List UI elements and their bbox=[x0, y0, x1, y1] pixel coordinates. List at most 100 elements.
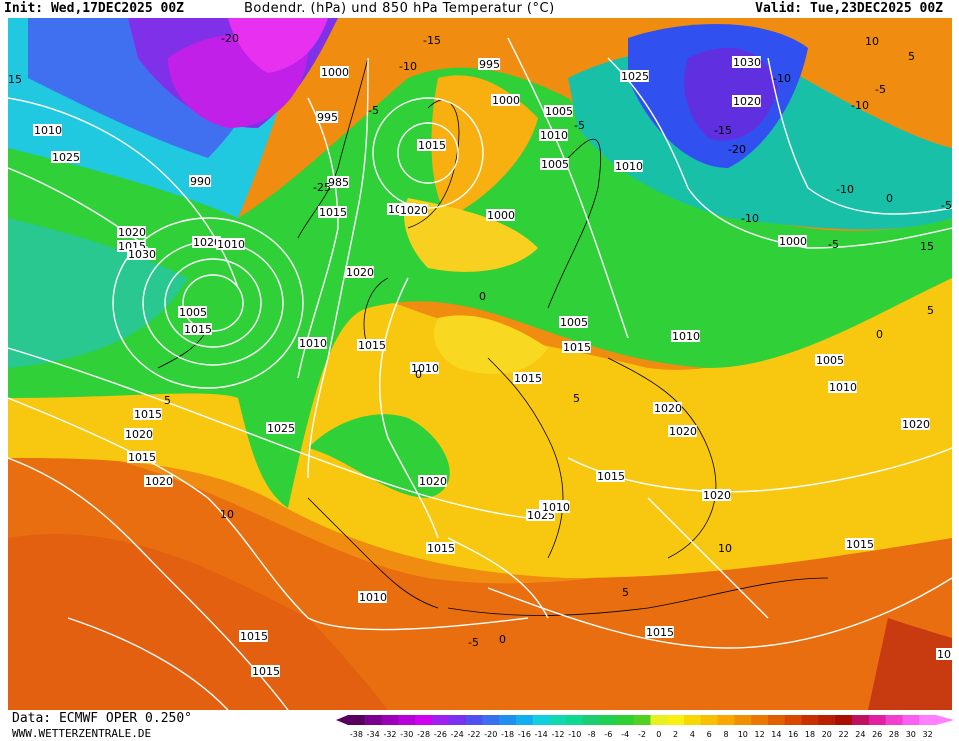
legend-tick-label: -32 bbox=[383, 730, 396, 739]
data-source: Data: ECMWF OPER 0.250° bbox=[12, 711, 193, 726]
isobar-label: 1020 bbox=[192, 236, 221, 249]
isobar-label: 1010 bbox=[539, 129, 568, 142]
temperature-label: 5 bbox=[573, 392, 580, 405]
isobar-label: 1020 bbox=[668, 425, 697, 438]
isobar-label: 1010 bbox=[541, 501, 570, 514]
svg-text:1005: 1005 bbox=[545, 105, 573, 118]
svg-text:1020: 1020 bbox=[193, 236, 221, 249]
svg-text:1005: 1005 bbox=[560, 316, 588, 329]
svg-text:1025: 1025 bbox=[52, 151, 80, 164]
isobar-label: 1015 bbox=[133, 408, 162, 421]
svg-text:1015: 1015 bbox=[514, 372, 542, 385]
svg-text:1010: 1010 bbox=[411, 362, 439, 375]
isobar-label: 1005 bbox=[544, 105, 573, 118]
legend-tick-label: -18 bbox=[501, 730, 514, 739]
legend-swatch bbox=[902, 715, 920, 725]
legend-tick-label: -38 bbox=[350, 730, 363, 739]
temperature-label: -15 bbox=[423, 34, 441, 47]
temperature-label: 0 bbox=[499, 633, 506, 646]
isobar-label: 1015 bbox=[357, 339, 386, 352]
legend-tick-label: -12 bbox=[551, 730, 564, 739]
isobar-label: 1010 bbox=[671, 330, 700, 343]
legend-swatch bbox=[684, 715, 702, 725]
coastlines bbox=[157, 57, 829, 616]
isobar-label: 1010 bbox=[614, 160, 643, 173]
legend-tick-label: -30 bbox=[400, 730, 413, 739]
svg-text:985: 985 bbox=[328, 176, 349, 189]
temperature-label: -10 bbox=[773, 72, 791, 85]
legend-swatch bbox=[751, 715, 769, 725]
isobar-label: 1010 bbox=[410, 362, 439, 375]
temperature-label: 5 bbox=[164, 394, 171, 407]
svg-text:1015: 1015 bbox=[563, 341, 591, 354]
isobar-label: 1020 bbox=[345, 266, 374, 279]
svg-text:1010: 1010 bbox=[540, 129, 568, 142]
temperature-label: -20 bbox=[221, 32, 239, 45]
isobar-label: 1015 bbox=[845, 538, 874, 551]
temperature-label: -5 bbox=[941, 199, 952, 212]
legend-swatch bbox=[482, 715, 500, 725]
svg-text:1000: 1000 bbox=[487, 209, 515, 222]
isobar-label: 1000 bbox=[778, 235, 807, 248]
svg-text:1015: 1015 bbox=[846, 538, 874, 551]
temperature-label: -20 bbox=[728, 143, 746, 156]
svg-text:1020: 1020 bbox=[733, 95, 761, 108]
legend-tick-label: -24 bbox=[451, 730, 464, 739]
legend-tick-label: 16 bbox=[788, 730, 798, 739]
legend-tick-label: -20 bbox=[484, 730, 497, 739]
isobar-label: 1020 bbox=[117, 226, 146, 239]
legend-tick-label: 30 bbox=[906, 730, 916, 739]
temp-field-yellow-baltic bbox=[404, 198, 538, 272]
legend-tick-label: 32 bbox=[923, 730, 933, 739]
isobar-label: 1010 bbox=[298, 337, 327, 350]
legend-swatch bbox=[566, 715, 584, 725]
isobar-label: 1000 bbox=[320, 66, 349, 79]
isobar-label: 1020 bbox=[399, 204, 428, 217]
svg-text:1015: 1015 bbox=[937, 648, 952, 661]
svg-text:1015: 1015 bbox=[427, 542, 455, 555]
legend-swatch bbox=[919, 715, 937, 725]
legend-swatch bbox=[448, 715, 467, 725]
svg-text:1005: 1005 bbox=[816, 354, 844, 367]
legend-tick-label: -22 bbox=[467, 730, 480, 739]
isobar-label: 1020 bbox=[144, 475, 173, 488]
temp-field-red-se bbox=[868, 618, 952, 710]
legend-swatch bbox=[734, 715, 752, 725]
temperature-label: -5 bbox=[368, 104, 379, 117]
temperature-label: -15 bbox=[714, 124, 732, 137]
isobar-label: 1020 bbox=[124, 428, 153, 441]
legend-swatch bbox=[885, 715, 903, 725]
isobar-label: 995 bbox=[478, 58, 501, 71]
isobar-label: 1020 bbox=[901, 418, 930, 431]
color-legend: -38 -34 -32 -30 -28 -26 -24 -22 -20 -18 -16 -14 -12-… bbox=[336, 715, 954, 739]
map-footer: Data: ECMWF OPER 0.250° WWW.WETTERZENTRA… bbox=[0, 710, 959, 741]
temperature-label: -5 bbox=[828, 238, 839, 251]
svg-text:995: 995 bbox=[479, 58, 500, 71]
legend-swatch bbox=[768, 715, 786, 725]
isobar-label: 1005 bbox=[815, 354, 844, 367]
legend-swatch bbox=[616, 715, 635, 725]
temperature-label: 0 bbox=[415, 368, 422, 381]
svg-text:1015: 1015 bbox=[597, 470, 625, 483]
svg-text:1030: 1030 bbox=[733, 56, 761, 69]
isobar-label: 990 bbox=[189, 175, 212, 188]
svg-text:1020: 1020 bbox=[125, 428, 153, 441]
isobar-label: 1020 bbox=[732, 95, 761, 108]
temperature-label: 15 bbox=[920, 240, 934, 253]
svg-text:995: 995 bbox=[317, 111, 338, 124]
svg-text:1015: 1015 bbox=[134, 408, 162, 421]
svg-text:1020: 1020 bbox=[703, 489, 731, 502]
svg-text:990: 990 bbox=[190, 175, 211, 188]
svg-text:1010: 1010 bbox=[615, 160, 643, 173]
legend-tick-label: -28 bbox=[417, 730, 430, 739]
svg-text:1005: 1005 bbox=[541, 158, 569, 171]
isobar-label: 1005 bbox=[178, 306, 207, 319]
svg-text:1010: 1010 bbox=[829, 381, 857, 394]
isobar-label: 1015 bbox=[562, 341, 591, 354]
temperature-label: 5 bbox=[908, 50, 915, 63]
svg-text:1010: 1010 bbox=[299, 337, 327, 350]
isobar-label: 1015 bbox=[426, 542, 455, 555]
legend-swatch bbox=[381, 715, 399, 725]
site-url: WWW.WETTERZENTRALE.DE bbox=[12, 727, 152, 740]
legend-swatch bbox=[600, 715, 618, 725]
